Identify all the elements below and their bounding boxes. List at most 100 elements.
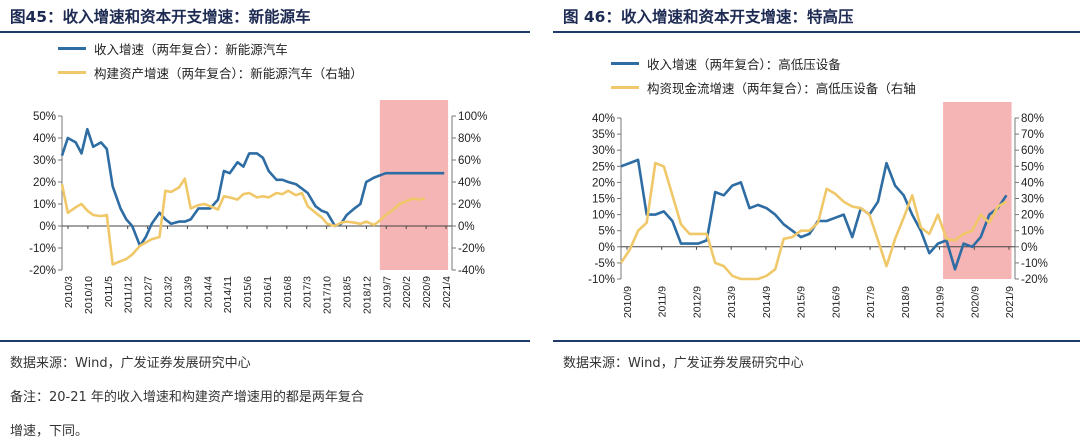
title-rule [0,31,530,33]
chart-title: 图 46：收入增速和资本开支增速：特高压 [563,8,854,26]
chart-panel-right: 图 46：收入增速和资本开支增速：特高压 收入增速（两年复合）：高低压设备 构资… [553,0,1080,443]
legend-swatch-capex [611,85,639,89]
x-tick-label: 2010/9 [622,286,634,318]
right-tick-label: -40% [458,265,485,277]
highlight-band [379,100,449,270]
x-tick-label: 2010/3 [63,276,75,308]
left-tick-label: 20% [592,177,615,189]
right-tick-label: 80% [1021,113,1044,125]
x-tick-label: 2013/2 [162,276,174,308]
right-tick-label: 20% [1021,210,1044,222]
x-tick-label: 2017/3 [302,276,314,308]
x-tick-label: 2011/5 [103,276,115,307]
right-tick-label: 10% [1021,226,1044,238]
right-tick-label: -20% [1021,274,1048,286]
chart-plot-left: 50% 40% 30% 20% 10% 0% -10% -20% 100% 80% 60% 40% 20… [29,100,487,314]
x-tick-label: 2017/10 [322,276,334,314]
left-tick-label: 35% [592,129,615,141]
x-tick-label: 2020/9 [421,276,433,308]
remark-note-continued: 增速，下同。 [10,424,89,439]
left-tick-label: 50% [33,111,56,123]
series-line-capex [60,177,425,266]
x-tick-label: 2010/10 [83,276,95,314]
x-tick-label: 2019/7 [381,276,393,308]
x-tick-label: 2013/9 [726,286,738,318]
right-tick-label: 40% [458,177,481,189]
x-tick-label: 2013/9 [182,276,194,308]
legend-label-capex: 构建资产增速（两年复合）：新能源汽车（右轴） [94,65,363,81]
x-tick-label: 2017/9 [865,286,877,318]
x-tick-label: 2016/1 [262,276,274,308]
chart-panel-left: 图45：收入增速和资本开支增速：新能源车 收入增速（两年复合）：新能源汽车 构建… [0,0,530,443]
x-tick-label: 2016/8 [282,276,294,308]
left-tick-label: -10% [588,274,615,286]
x-tick-label: 2015/9 [796,286,808,318]
legend-swatch-revenue [58,46,86,50]
left-tick-label: 40% [33,133,56,145]
x-tick-label: 2014/4 [202,276,214,308]
right-tick-label: 70% [1021,129,1044,141]
source-note: 数据来源：Wind，广发证券发展研究中心 [563,356,804,371]
title-rule [553,31,1080,33]
right-tick-label: -10% [1021,258,1048,270]
legend-item-capex: 构建资产增速（两年复合）：新能源汽车（右轴） [58,62,363,82]
right-tick-label: 0% [458,221,475,233]
left-tick-label: 30% [592,145,615,157]
chart-plot-right: 40% 35% 30% 25% 20% 15% 10% 5% 0% -5% -10% 80% 70% 60… [588,102,1048,318]
x-tick-label: 2021/4 [441,276,453,308]
right-tick-label: 80% [458,133,481,145]
series-line-revenue [60,127,445,248]
source-rule [0,340,530,342]
left-tick-label: 30% [33,155,56,167]
left-tick-label: 10% [592,210,615,222]
remark-note: 备注：20-21 年的收入增速和构建资产增速用的都是两年复合 [10,390,364,405]
x-tick-label: 2016/9 [830,286,842,318]
legend-item-revenue: 收入增速（两年复合）：新能源汽车 [58,38,288,58]
left-tick-label: 0% [598,242,615,254]
right-tick-label: 40% [1021,177,1044,189]
x-tick-label: 2021/9 [1004,286,1016,318]
right-tick-label: -20% [458,243,485,255]
source-note: 数据来源：Wind，广发证券发展研究中心 [10,356,251,371]
source-rule [553,340,1080,342]
legend-item-capex: 构资现金流增速（两年复合）：高低压设备（右轴 [611,77,916,97]
left-tick-label: 5% [598,226,615,238]
left-tick-label: 20% [33,177,56,189]
chart-title: 图45：收入增速和资本开支增速：新能源车 [10,8,311,26]
x-tick-label: 2019/9 [935,286,947,318]
legend-label-capex: 构资现金流增速（两年复合）：高低压设备（右轴 [647,80,916,96]
right-tick-label: 60% [458,155,481,167]
legend-swatch-capex [58,70,86,74]
x-tick-label: 2011/9 [657,286,669,317]
right-tick-label: 0% [1021,242,1038,254]
right-tick-label: 60% [1021,145,1044,157]
left-tick-label: 10% [33,199,56,211]
right-tick-label: 100% [458,111,487,123]
x-tick-label: 2015/6 [242,276,254,308]
legend-item-revenue: 收入增速（两年复合）：高低压设备 [611,53,841,73]
highlight-band [943,102,1012,279]
x-tick-label: 2020/9 [969,286,981,318]
x-tick-label: 2018/9 [900,286,912,318]
left-tick-label: -10% [29,243,56,255]
left-tick-label: -20% [29,265,56,277]
left-tick-label: 0% [39,221,56,233]
x-tick-label: 2014/11 [222,276,234,313]
left-tick-label: -5% [595,258,615,270]
x-tick-label: 2011/12 [123,276,135,313]
left-tick-label: 25% [592,161,615,173]
right-tick-label: 50% [1021,161,1044,173]
x-tick-label: 2018/5 [342,276,354,308]
legend-label-revenue: 收入增速（两年复合）：新能源汽车 [94,41,288,57]
x-tick-label: 2012/9 [691,286,703,318]
right-tick-label: 30% [1021,194,1044,206]
x-tick-label: 2014/9 [761,286,773,318]
left-tick-label: 40% [592,113,615,125]
series-line-capex [619,161,1008,281]
right-tick-label: 20% [458,199,481,211]
legend-label-revenue: 收入增速（两年复合）：高低压设备 [647,56,841,72]
x-tick-label: 2012/7 [143,276,155,308]
left-tick-label: 15% [592,194,615,206]
legend-swatch-revenue [611,61,639,65]
x-tick-label: 2020/2 [401,276,413,308]
